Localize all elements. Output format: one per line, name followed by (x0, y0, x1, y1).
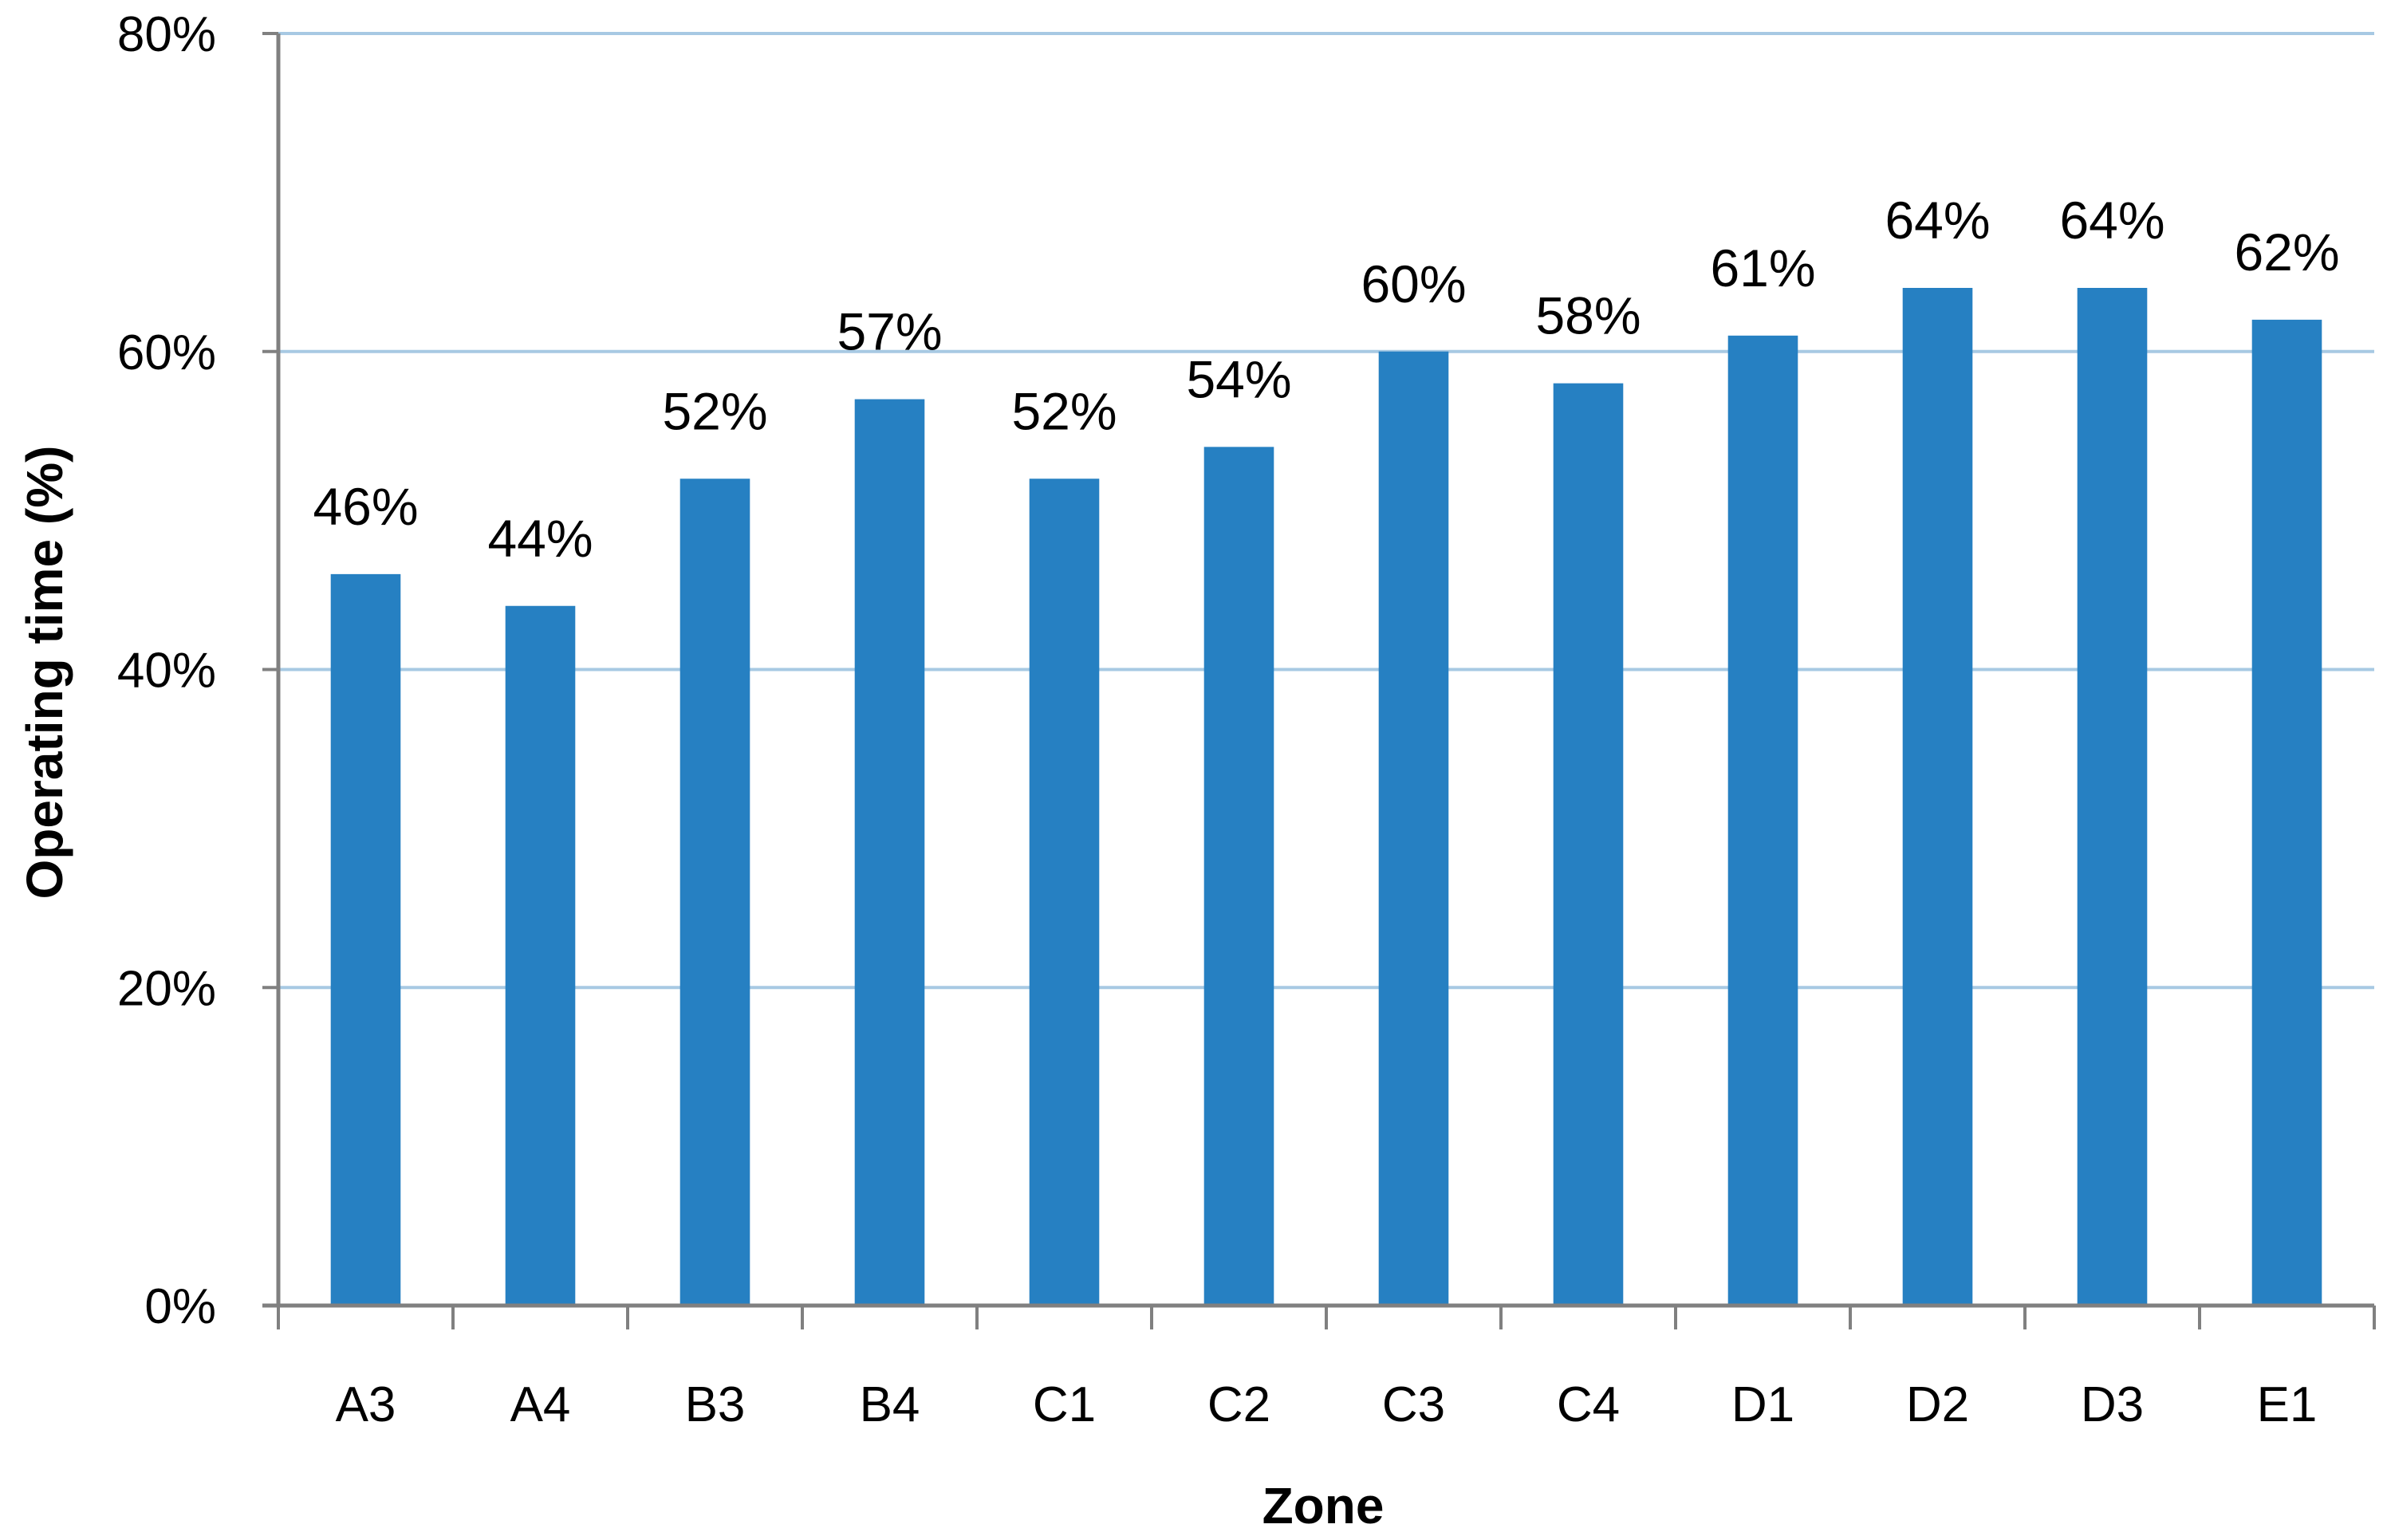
x-tick-label: D1 (1731, 1377, 1794, 1432)
bar-C1 (1029, 479, 1100, 1306)
bar-C4 (1553, 383, 1624, 1306)
bar-C2 (1203, 447, 1274, 1306)
data-label-E1: 62% (2234, 223, 2339, 282)
x-tick-label: D3 (2081, 1377, 2144, 1432)
x-tick-label: B3 (685, 1377, 746, 1432)
bar-E1 (2251, 319, 2322, 1306)
data-label-D3: 64% (2059, 191, 2164, 250)
y-tick-labels: 0% 20% 40% 60% 80% (117, 7, 216, 1334)
y-tick-label: 40% (117, 644, 216, 699)
y-tick-label: 60% (117, 325, 216, 380)
data-label-C4: 58% (1535, 286, 1641, 345)
data-label-C2: 54% (1186, 349, 1291, 408)
bar-A4 (505, 605, 576, 1306)
gridlines (278, 32, 2374, 990)
bar-B4 (854, 399, 925, 1306)
x-tick-labels: A3 A4 B3 B4 C1 C2 C3 C4 D1 D2 D3 E1 (336, 1377, 2318, 1432)
y-tick-label: 80% (117, 7, 216, 62)
axes (262, 32, 2376, 1329)
bar-B3 (679, 479, 750, 1306)
data-label-C1: 52% (1011, 381, 1117, 440)
x-tick-label: A4 (510, 1377, 571, 1432)
x-tick-label: C2 (1207, 1377, 1270, 1432)
y-tick-label: 0% (144, 1279, 216, 1334)
data-label-D1: 61% (1710, 238, 1815, 297)
bar-D2 (1902, 288, 1973, 1306)
data-label-A4: 44% (487, 509, 593, 568)
x-tick-label: A3 (336, 1377, 396, 1432)
x-axis-title: Zone (1262, 1477, 1385, 1534)
bar-D3 (2077, 288, 2148, 1306)
bar-D1 (1727, 335, 1798, 1306)
y-tick-label: 20% (117, 961, 216, 1016)
x-tick-label: C4 (1557, 1377, 1620, 1432)
y-axis-title: Operating time (%) (16, 446, 73, 900)
bar-A3 (330, 573, 401, 1306)
x-tick-label: B4 (860, 1377, 920, 1432)
x-tick-label: D2 (1906, 1377, 1969, 1432)
x-tick-label: E1 (2257, 1377, 2318, 1432)
data-label-B4: 57% (837, 302, 942, 361)
data-label-B3: 52% (662, 381, 767, 440)
x-tick-label: C3 (1382, 1377, 1445, 1432)
data-label-D2: 64% (1885, 191, 1990, 250)
data-label-C3: 60% (1361, 254, 1466, 313)
x-tick-label: C1 (1033, 1377, 1096, 1432)
data-label-A3: 46% (313, 477, 418, 536)
bar-C3 (1378, 351, 1449, 1306)
bars (330, 288, 2322, 1306)
data-labels: 46% 44% 52% 57% 52% 54% 60% 58% 61% 64% 64% 62% (313, 191, 2339, 568)
